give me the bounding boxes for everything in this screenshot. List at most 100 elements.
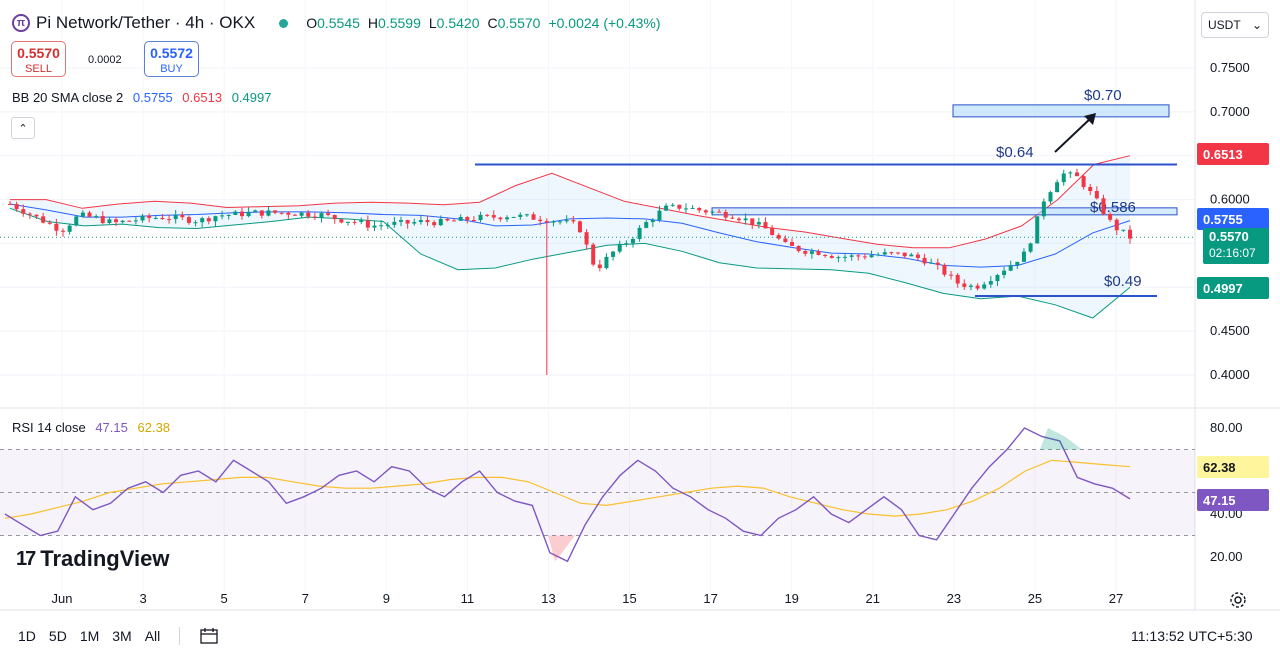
candle-body	[200, 218, 205, 223]
candle-body	[1055, 182, 1060, 193]
candle-body	[756, 222, 761, 225]
support-label: $0.49	[1104, 273, 1142, 290]
candle-body	[1068, 172, 1073, 174]
candle-body	[836, 257, 841, 259]
candle-body	[882, 252, 887, 255]
candle-body	[491, 215, 496, 218]
collapse-legend-icon[interactable]: ⌃	[11, 117, 35, 139]
candle-body	[597, 264, 602, 269]
candle-body	[339, 219, 344, 223]
candle-body	[61, 230, 66, 232]
candle-body	[1121, 229, 1126, 231]
x-tick-label: 17	[703, 591, 717, 606]
bb-legend[interactable]: BB 20 SMA close 2 0.5755 0.6513 0.4997	[12, 90, 272, 105]
pi-logo-icon: π	[12, 14, 30, 32]
ohlc-values: O0.5545 H0.5599 L0.5420 C0.5570 +0.0024 …	[306, 15, 661, 31]
candle-body	[193, 222, 198, 224]
x-tick-label: 15	[622, 591, 636, 606]
candle-body	[498, 217, 503, 220]
settings-gear-icon[interactable]	[1229, 591, 1247, 609]
candle-body	[1081, 176, 1086, 187]
timeframe-3m[interactable]: 3M	[112, 628, 132, 644]
candle-body	[544, 221, 549, 223]
candle-body	[650, 219, 655, 223]
candle-body	[405, 220, 410, 224]
rsi-legend[interactable]: RSI 14 close 47.15 62.38	[12, 420, 171, 435]
rsi-tick-label: 20.00	[1210, 549, 1243, 564]
timeframe-all[interactable]: All	[144, 628, 161, 644]
buy-button[interactable]: 0.5572 BUY	[144, 41, 199, 77]
candle-body	[849, 255, 854, 257]
y-tick-label: 0.4000	[1210, 367, 1250, 382]
candle-body	[458, 216, 463, 221]
candle-body	[160, 217, 165, 220]
timeframe-1d[interactable]: 1D	[18, 628, 36, 644]
candle-body	[644, 222, 649, 228]
price-grid	[0, 0, 1280, 611]
candle-body	[816, 251, 821, 255]
candle-body	[909, 254, 914, 257]
candle-body	[220, 215, 225, 217]
candle-body	[949, 274, 954, 276]
candle-body	[962, 283, 967, 287]
candle-body	[365, 220, 370, 228]
candle-body	[418, 220, 423, 223]
candle-body	[1002, 270, 1007, 276]
x-tick-label: 19	[784, 591, 798, 606]
tradingview-logo-icon: 17	[16, 547, 36, 570]
x-tick-label: Jun	[52, 591, 73, 606]
sell-button[interactable]: 0.5570 SELL	[11, 41, 66, 77]
candle-body	[292, 214, 297, 216]
timeframe-1m[interactable]: 1M	[79, 628, 100, 644]
bb-basis-price-label: 0.5755	[1197, 208, 1269, 230]
price-change: +0.0024 (+0.43%)	[548, 15, 661, 31]
candle-body	[790, 242, 795, 246]
candle-body	[438, 218, 443, 226]
candle-body	[1028, 243, 1033, 252]
clock-timezone[interactable]: 11:13:52 UTC+5:30	[1131, 628, 1253, 644]
candle-body	[697, 207, 702, 211]
candle-body	[803, 251, 808, 254]
candle-body	[577, 221, 582, 233]
candle-body	[80, 212, 85, 217]
timeframe-5d[interactable]: 5D	[48, 628, 67, 644]
candle-body	[465, 216, 470, 220]
candle-body	[975, 285, 980, 289]
candle-body	[683, 208, 688, 210]
rsi-oversold-fill	[548, 535, 575, 562]
candle-body	[1061, 173, 1066, 183]
x-tick-label: 3	[139, 591, 146, 606]
candle-body	[273, 210, 278, 213]
candle-body	[266, 210, 271, 216]
bb-upper-line	[10, 155, 1131, 249]
candle-body	[915, 254, 920, 258]
candle-body	[180, 214, 185, 218]
candle-body	[306, 212, 311, 217]
last-price-label: 0.5570 02:16:07	[1203, 228, 1269, 264]
target-arrow-head	[1084, 113, 1096, 125]
candle-body	[173, 214, 178, 220]
candle-body	[743, 218, 748, 221]
candle-body	[246, 211, 251, 217]
candle-body	[531, 214, 536, 220]
candle-body	[889, 252, 894, 254]
candle-body	[372, 225, 377, 228]
candle-body	[47, 222, 52, 224]
currency-select[interactable]: USDT ⌄	[1201, 12, 1269, 38]
candle-body	[670, 204, 675, 206]
target-arrow	[1054, 116, 1093, 153]
candle-body	[611, 251, 616, 257]
candle-body	[505, 217, 510, 220]
candle-body	[1128, 229, 1132, 239]
symbol-header[interactable]: π Pi Network/Tether · 4h · OKX O0.5545 H…	[12, 13, 661, 33]
candle-body	[843, 256, 848, 258]
calendar-range-icon[interactable]	[199, 626, 221, 646]
candle-body	[432, 222, 437, 226]
candle-body	[352, 221, 357, 223]
candle-body	[471, 219, 476, 221]
candlestick-series	[8, 168, 1132, 375]
candle-body	[299, 212, 304, 216]
candle-body	[478, 214, 483, 221]
candle-body	[862, 256, 867, 258]
